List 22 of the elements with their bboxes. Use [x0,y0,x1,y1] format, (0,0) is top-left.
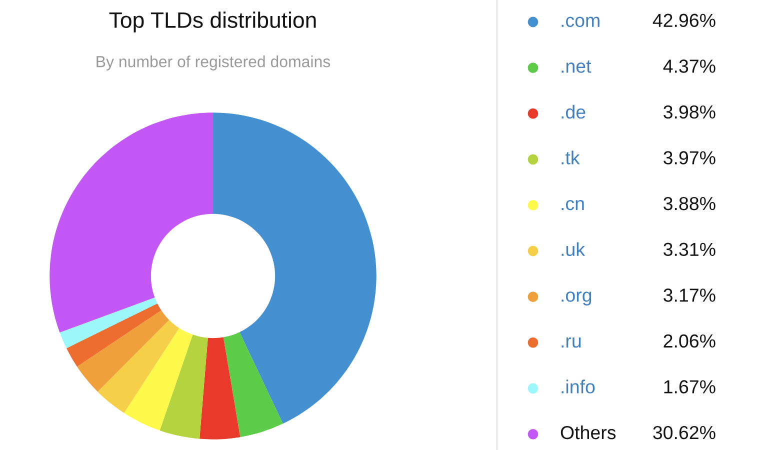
data-label: 3.31% [664,242,716,256]
legend-label: .org [562,292,592,306]
chart-title: Top TLDs distribution [109,12,316,32]
data-label: 3.97% [664,151,716,164]
data-label: 42.96% [652,14,716,28]
legend-label: Others [560,425,616,440]
legend-label: .uk [562,242,586,256]
text: By number of registered domains [96,56,330,70]
data-label: 3.88% [664,196,716,210]
legend-label: .info [562,380,595,394]
legend-label: .com [562,16,600,28]
legend-label: .net [562,60,592,73]
data-label: 30.62% [653,426,716,440]
data-label: 3.98% [664,105,716,119]
data-label: 4.37% [663,60,716,73]
data-label: 2.06% [664,334,716,348]
legend-label: .cn [562,200,584,210]
data-label: 1.67% [664,380,716,394]
legend-label: .ru [562,337,581,348]
data-label: 3.17% [664,288,716,302]
legend-label: .de [562,104,586,119]
legend-label: .tk [562,150,580,164]
